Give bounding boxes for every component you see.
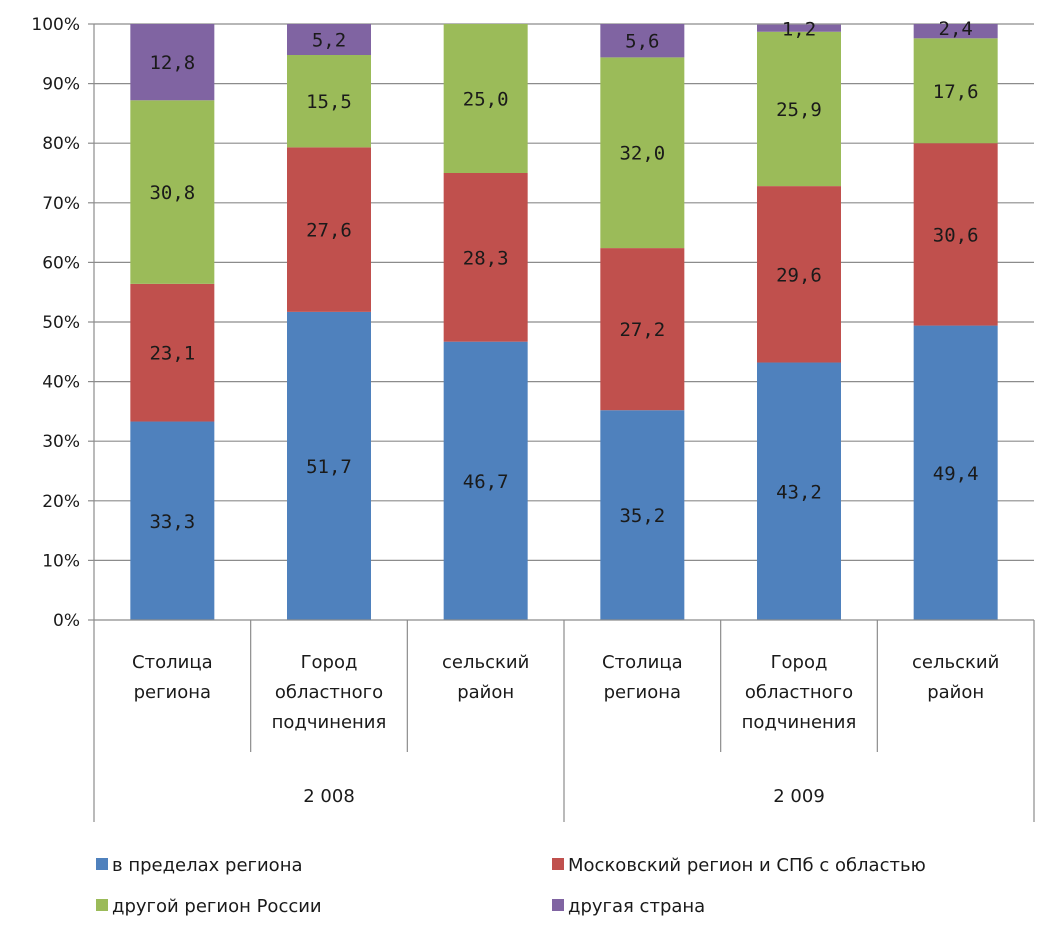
category-label: район: [927, 682, 984, 703]
category-label: подчинения: [742, 712, 857, 733]
category-label: сельский: [442, 652, 529, 673]
axes: 0% 10% 20% 30% 40% 50% 60% 70% 80% 90% 100% Столица…: [31, 15, 1035, 822]
legend-label: Московский регион и СПб с областью: [568, 855, 926, 876]
legend-swatch: [96, 858, 108, 870]
legend: в пределах региона Московский регион и СП…: [96, 855, 926, 917]
group-label: 2 009: [773, 786, 825, 807]
y-tick-label: 100%: [31, 15, 80, 35]
bar-segment: [130, 24, 215, 101]
category-label: Город: [301, 652, 358, 673]
category-label: подчинения: [272, 712, 387, 733]
data-label: 25,9: [776, 99, 822, 121]
category-label: областного: [275, 682, 383, 703]
data-label: 12,8: [149, 52, 195, 74]
legend-swatch: [96, 899, 108, 911]
category-label: Город: [771, 652, 828, 673]
category-label: Столица: [132, 652, 213, 673]
data-label: 29,6: [776, 264, 822, 286]
bar-segment: [913, 325, 998, 620]
bar-segment: [757, 186, 841, 363]
data-label: 43,2: [776, 481, 822, 503]
category-label: Столица: [602, 652, 683, 673]
data-label: 17,6: [933, 81, 979, 103]
data-label: 28,3: [463, 247, 509, 269]
bar-segment: [757, 24, 841, 32]
y-tick-label: 80%: [42, 134, 80, 154]
category-label: район: [457, 682, 514, 703]
y-tick-label: 40%: [42, 373, 80, 393]
bar-segment: [287, 54, 371, 148]
data-label: 49,4: [933, 463, 979, 485]
category-label: областного: [745, 682, 853, 703]
data-label: 30,8: [149, 182, 195, 204]
bar-segment: [600, 24, 685, 58]
bar-segment: [600, 248, 685, 411]
bar-segment: [443, 24, 528, 173]
y-tick-label: 70%: [42, 194, 80, 214]
category-label: сельский: [912, 652, 999, 673]
y-tick-label: 0%: [53, 611, 80, 631]
bar-segment: [913, 38, 998, 144]
group-label: 2 008: [303, 786, 355, 807]
data-label: 46,7: [463, 471, 509, 493]
data-label: 1,2: [782, 19, 816, 41]
y-tick-label: 10%: [42, 551, 80, 571]
category-label: региона: [604, 682, 681, 703]
data-labels: 33,3 23,1 30,8 12,8 51,7 27,6 15,5 5,2 46,7 28,3 2…: [149, 18, 978, 533]
data-label: 5,2: [312, 29, 346, 51]
bar-segment: [913, 143, 998, 326]
bar-segment: [130, 100, 215, 284]
data-label: 35,2: [619, 505, 665, 527]
legend-label: другой регион России: [112, 896, 322, 917]
data-label: 33,3: [149, 511, 195, 533]
legend-label: другая страна: [568, 896, 705, 917]
bar-segment: [287, 147, 371, 312]
bar-segment: [757, 31, 841, 187]
data-label: 5,6: [625, 31, 659, 53]
bar-segment: [287, 311, 371, 620]
legend-swatch: [552, 858, 564, 870]
bar-segment: [600, 57, 685, 249]
gridlines: [94, 23, 1034, 562]
y-tick-label: 60%: [42, 253, 80, 273]
bar-segment: [757, 362, 841, 620]
data-label: 15,5: [306, 91, 352, 113]
category-label: региона: [134, 682, 211, 703]
bar-segment: [600, 410, 685, 620]
data-label: 27,2: [619, 319, 665, 341]
y-tick-label: 30%: [42, 432, 80, 452]
data-label: 23,1: [149, 343, 195, 365]
bars: [130, 24, 998, 620]
y-tick-label: 20%: [42, 492, 80, 512]
data-label: 27,6: [306, 220, 352, 242]
bar-segment: [130, 421, 215, 620]
bar-segment: [443, 173, 528, 342]
data-label: 2,4: [939, 18, 973, 40]
data-label: 25,0: [463, 89, 509, 111]
y-tick-label: 50%: [42, 313, 80, 333]
y-tick-label: 90%: [42, 75, 80, 95]
bar-segment: [913, 24, 998, 39]
data-label: 32,0: [619, 143, 665, 165]
data-label: 51,7: [306, 456, 352, 478]
bar-segment: [443, 341, 528, 620]
bar-segment: [130, 283, 215, 422]
legend-swatch: [552, 899, 564, 911]
bar-segment: [287, 24, 371, 55]
data-label: 30,6: [933, 224, 979, 246]
legend-label: в пределах региона: [112, 855, 303, 876]
